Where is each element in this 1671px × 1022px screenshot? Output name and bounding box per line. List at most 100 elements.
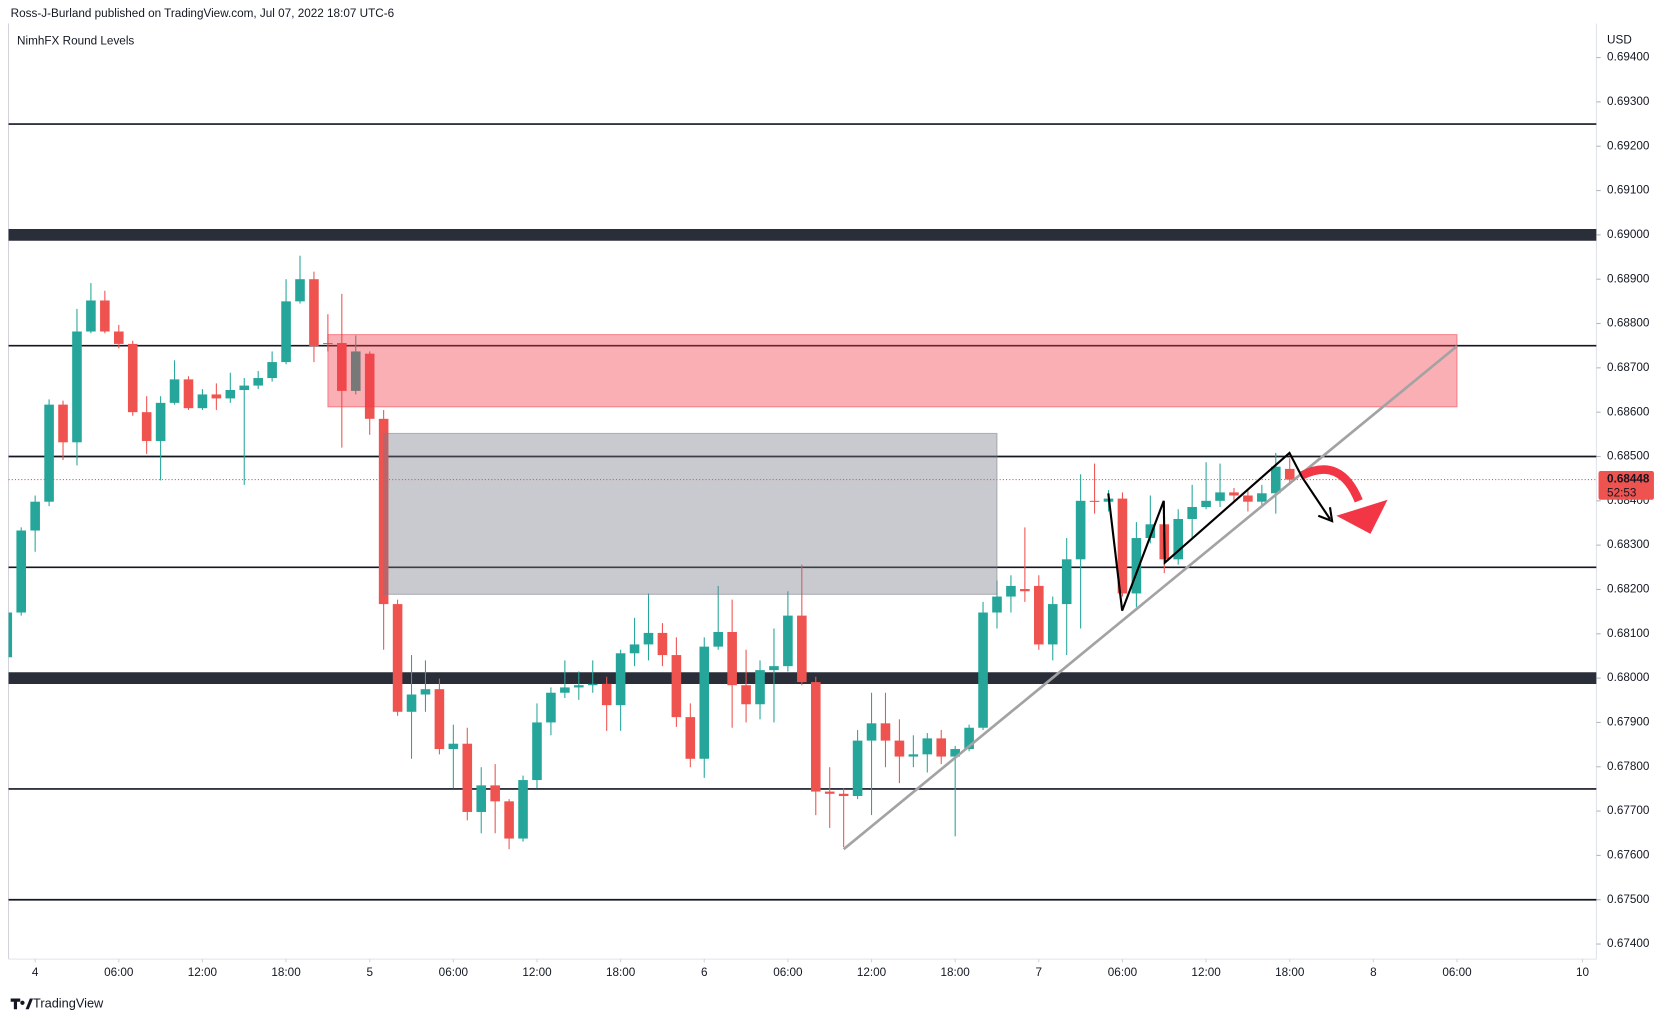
candle-body bbox=[86, 300, 96, 332]
candle-body bbox=[797, 615, 807, 683]
candle-body bbox=[448, 743, 459, 750]
x-tick-label: 5 bbox=[366, 966, 373, 979]
candle-body bbox=[113, 331, 124, 344]
candle-body bbox=[1284, 468, 1295, 480]
candle-body bbox=[141, 412, 152, 441]
x-tick-label: 18:00 bbox=[1275, 966, 1305, 979]
candle-body bbox=[1145, 524, 1156, 539]
candle-body bbox=[420, 689, 431, 695]
candle-body bbox=[727, 632, 737, 686]
candle-body bbox=[769, 666, 779, 671]
last-price-label: 0.68448 bbox=[1607, 473, 1650, 486]
candle-body bbox=[337, 343, 347, 391]
candle-body bbox=[434, 689, 445, 750]
y-tick-label: 0.68700 bbox=[1607, 361, 1650, 374]
candle-body bbox=[16, 530, 27, 613]
arrow-curve bbox=[1300, 465, 1363, 503]
arrow-head bbox=[1317, 507, 1334, 523]
logo bbox=[10, 998, 34, 1010]
candle-body bbox=[1270, 466, 1281, 494]
y-tick-label: 0.68500 bbox=[1607, 450, 1650, 463]
candle-body bbox=[44, 404, 54, 502]
y-tick-label: 0.69200 bbox=[1607, 139, 1650, 152]
candle-body bbox=[755, 670, 765, 705]
candle-body bbox=[629, 644, 640, 654]
x-tick-label: 06:00 bbox=[104, 966, 134, 979]
x-tick-label: 06:00 bbox=[773, 966, 803, 979]
y-tick-label: 0.68200 bbox=[1607, 583, 1650, 596]
countdown: 52:53 bbox=[1607, 486, 1636, 499]
x-tick-label: 18:00 bbox=[941, 966, 971, 979]
candle-body bbox=[1201, 500, 1211, 508]
y-tick-label: 0.67700 bbox=[1607, 804, 1650, 817]
candle-body bbox=[127, 343, 138, 413]
trendline bbox=[842, 345, 1458, 851]
candle-body bbox=[880, 723, 891, 741]
y-tick-label: 0.69100 bbox=[1607, 184, 1650, 197]
candle-body bbox=[281, 301, 291, 363]
arrow-head bbox=[1336, 499, 1388, 534]
candle-body bbox=[894, 740, 905, 757]
candle-body bbox=[783, 615, 793, 667]
candle-body bbox=[824, 791, 835, 794]
candle-body bbox=[1047, 604, 1058, 645]
y-tick-label: 0.68600 bbox=[1607, 405, 1650, 418]
x-tick-label: 06:00 bbox=[1108, 966, 1138, 979]
y-tick-label: 0.67500 bbox=[1607, 893, 1650, 906]
y-tick-label: 0.69000 bbox=[1607, 228, 1650, 241]
candle-body bbox=[1020, 589, 1030, 592]
x-tick-label: 8 bbox=[1370, 966, 1377, 979]
red-arrow bbox=[1300, 465, 1388, 534]
x-tick-label: 10 bbox=[1576, 966, 1590, 979]
zigzag bbox=[1107, 451, 1331, 612]
candle-body bbox=[838, 793, 849, 797]
candle-body bbox=[964, 727, 974, 750]
candle-body bbox=[504, 801, 514, 839]
candle-body bbox=[908, 754, 919, 757]
candle-body bbox=[1173, 518, 1184, 560]
candle-body bbox=[546, 692, 556, 723]
candle-body bbox=[462, 743, 473, 812]
candle-body bbox=[657, 632, 668, 656]
last-price-box bbox=[1598, 471, 1654, 500]
candle-body bbox=[211, 394, 222, 399]
candle-body bbox=[490, 785, 500, 802]
candle-body bbox=[866, 723, 877, 741]
candle-body bbox=[936, 738, 947, 757]
candle-body bbox=[671, 655, 682, 718]
header: Ross-J-Burland published on TradingView.… bbox=[11, 7, 394, 20]
x-tick-label: 06:00 bbox=[439, 966, 469, 979]
candle-body bbox=[1075, 500, 1086, 560]
candle-body bbox=[741, 685, 751, 705]
candle-body bbox=[810, 682, 821, 792]
y-tick-label: 0.69400 bbox=[1607, 51, 1650, 64]
candle-body bbox=[1089, 500, 1100, 502]
candle-body bbox=[267, 362, 277, 379]
candle-body bbox=[685, 717, 696, 759]
candle-body bbox=[406, 694, 417, 712]
y-tick-label: 0.68300 bbox=[1607, 538, 1650, 551]
candle-body bbox=[643, 632, 654, 645]
candle-body bbox=[1257, 493, 1267, 502]
x-tick-label: 12:00 bbox=[857, 966, 887, 979]
drawing bbox=[1107, 451, 1334, 612]
candle-body bbox=[100, 300, 110, 332]
candle-body bbox=[197, 394, 208, 409]
x-tick-label: 12:00 bbox=[522, 966, 552, 979]
candle-body bbox=[518, 780, 528, 839]
candle-body bbox=[183, 379, 194, 409]
candle-body bbox=[601, 683, 612, 706]
y-tick-label: 0.68000 bbox=[1607, 671, 1650, 684]
candle-body bbox=[364, 353, 375, 419]
y-tick-label: 0.67800 bbox=[1607, 760, 1650, 773]
candle-body bbox=[1187, 507, 1197, 519]
candle-body bbox=[699, 646, 710, 759]
x-tick-label: 12:00 bbox=[1191, 966, 1221, 979]
candle-body bbox=[253, 378, 263, 386]
x-tick-label: 06:00 bbox=[1442, 966, 1472, 979]
plot: 0.67400 0.67500 0.67600 0.67700 0.67800 0.679… bbox=[8, 51, 1654, 979]
candle-body bbox=[72, 331, 82, 443]
candle-body bbox=[852, 740, 863, 797]
